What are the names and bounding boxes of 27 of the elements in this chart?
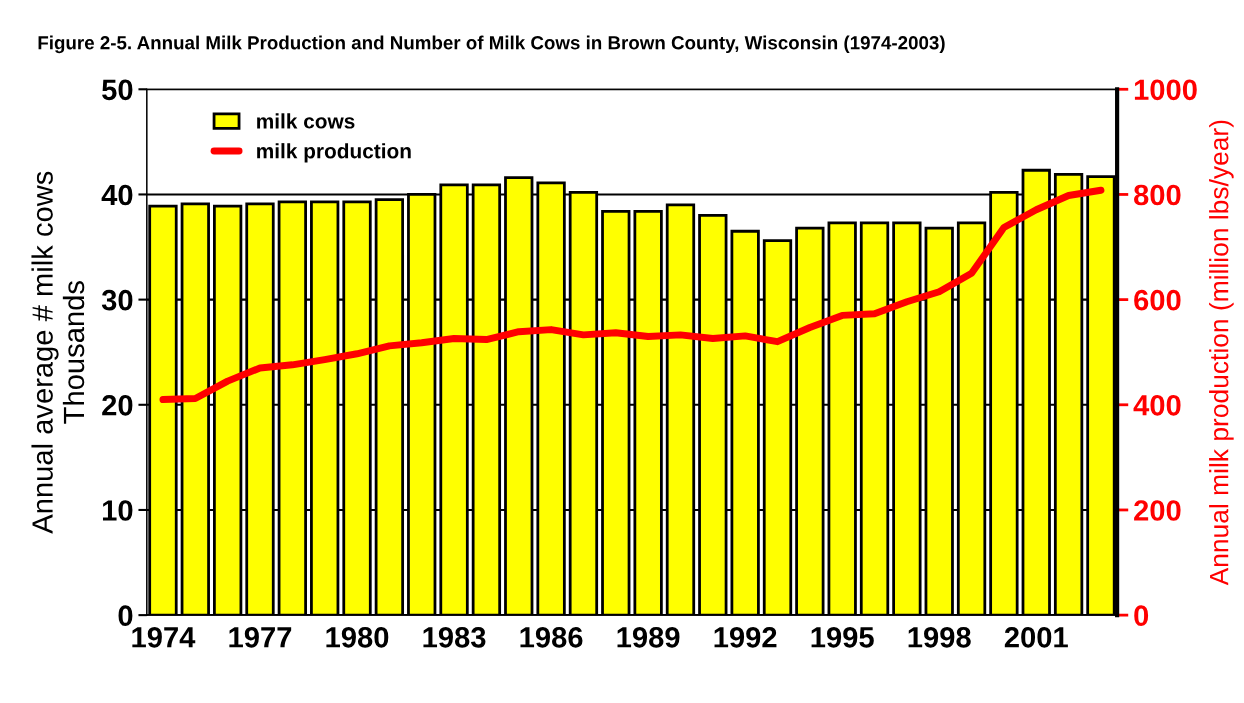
y-tick-label: 50	[102, 79, 133, 101]
y-tick-label: 0	[118, 605, 133, 626]
y-tick-label: 30	[101, 289, 133, 311]
x-tick-label: 1989	[617, 627, 680, 648]
y2-tick-label: 800	[1134, 184, 1181, 206]
legend-label: milk cows	[257, 113, 355, 129]
y2-axis-title: Annual milk production (million lbs/year)	[1209, 120, 1234, 586]
x-tick-label: 1995	[811, 627, 874, 648]
y-axis-title: Annual average # milk cows Thousands	[31, 171, 85, 534]
y2-tick-label: 0	[1134, 605, 1149, 626]
y-tick-label: 20	[102, 394, 133, 416]
x-tick-label: 1986	[520, 627, 583, 648]
chart-title: Figure 2-5. Annual Milk Production and Number of Milk Cows in Brown County, Wisconsin (1974-2003)	[38, 35, 945, 54]
x-tick-label: 1977	[229, 627, 292, 648]
y2-tick-label: 600	[1134, 289, 1181, 311]
y2-tick-label: 400	[1133, 394, 1181, 416]
x-tick-label: 1998	[908, 627, 971, 648]
y-tick-label: 10	[103, 500, 133, 521]
y-tick-label: 40	[101, 184, 133, 206]
x-tick-label: 2001	[1004, 627, 1068, 648]
y2-tick-label: 200	[1134, 500, 1181, 521]
x-tick-label: 1983	[423, 627, 486, 648]
x-tick-label: 1992	[714, 627, 777, 648]
x-tick-label: 1974	[132, 627, 196, 648]
legend-label: milk production	[257, 143, 411, 163]
x-tick-label: 1980	[326, 627, 389, 648]
y2-tick-label: 1000	[1134, 79, 1197, 101]
